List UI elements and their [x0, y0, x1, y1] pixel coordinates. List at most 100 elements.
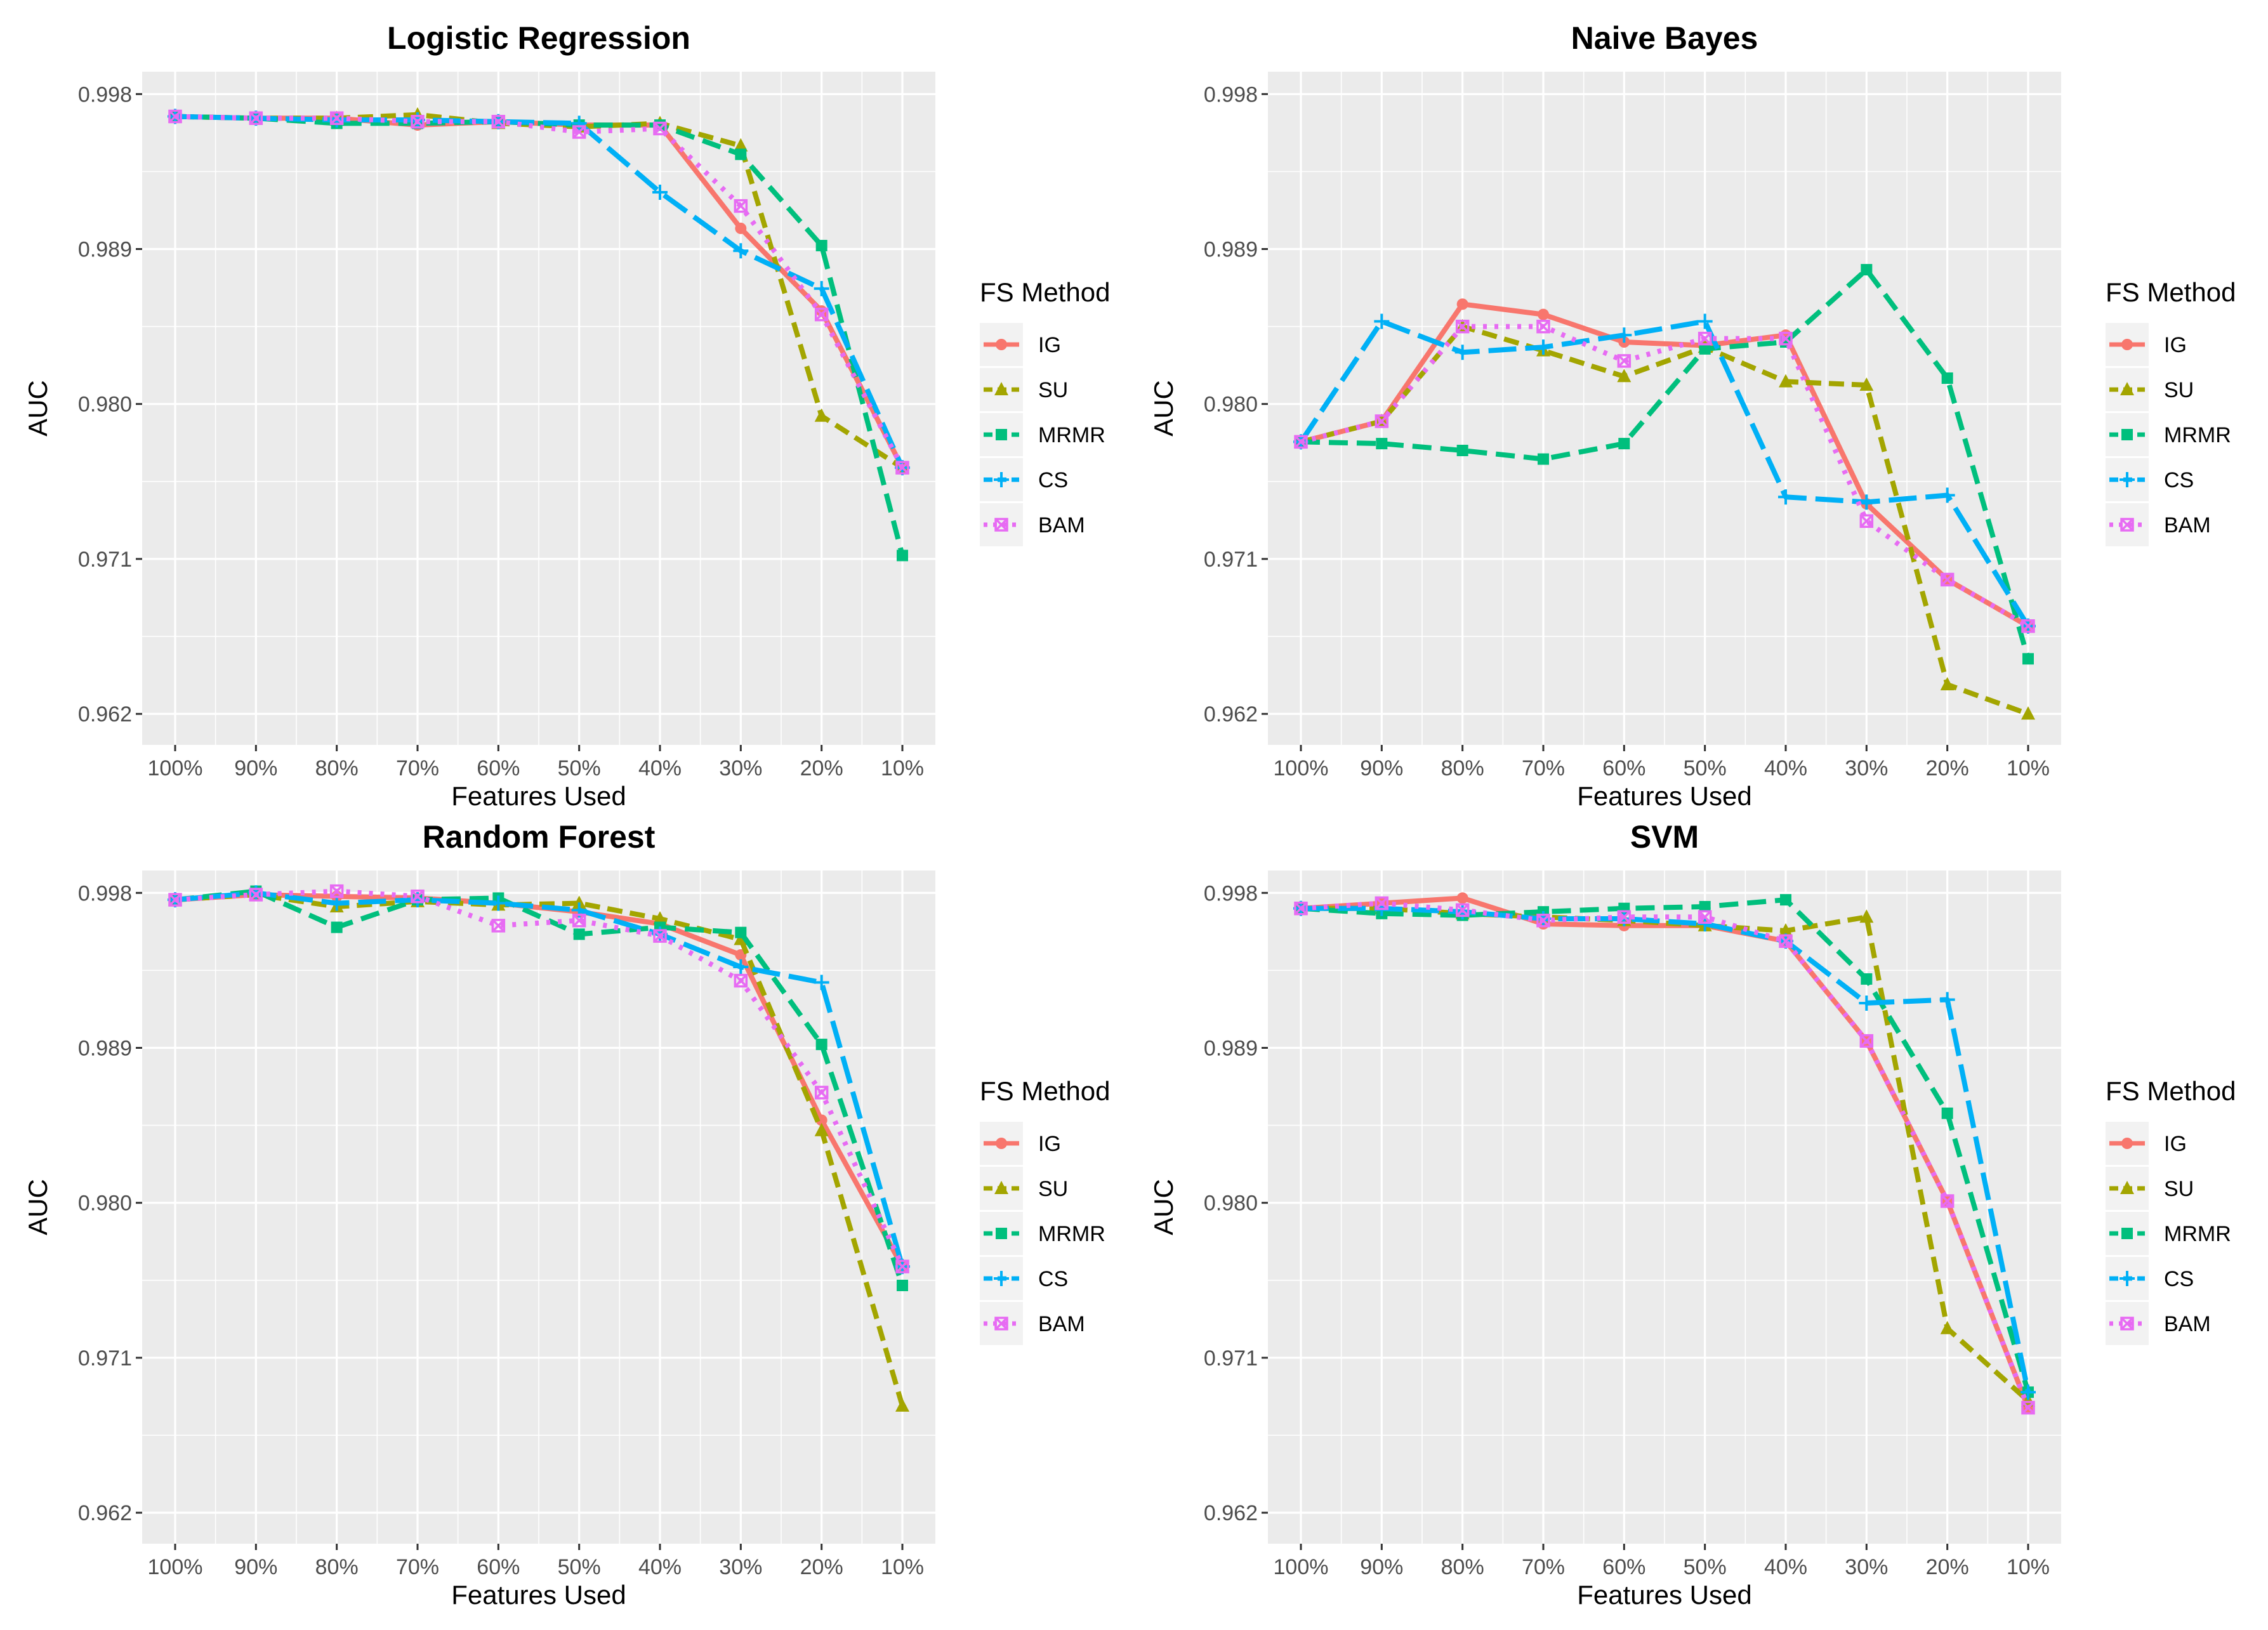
- x-tick-label: 10%: [2007, 756, 2050, 780]
- legend-label-bam: BAM: [2164, 1312, 2211, 1336]
- data-point-bam: [1455, 319, 1470, 334]
- y-tick-label: 0.998: [78, 881, 132, 905]
- data-point-bam: [249, 888, 263, 902]
- data-point-su: [814, 1122, 829, 1136]
- series-line-bam: [175, 888, 905, 1268]
- legend: FS Method IG SU MRMR CS BAM: [2106, 1076, 2236, 1345]
- legend-key-marker-cs: [994, 472, 1009, 487]
- data-point-mrmr: [1618, 438, 1630, 450]
- legend-label-bam: BAM: [1038, 513, 1085, 537]
- x-tick-label: 30%: [1845, 756, 1888, 780]
- data-point-su: [1617, 369, 1632, 383]
- x-tick-label: 90%: [1360, 1555, 1403, 1579]
- y-tick-label: 0.971: [1204, 548, 1258, 572]
- legend-label-ig: IG: [2164, 333, 2187, 357]
- legend-label-mrmr: MRMR: [1038, 1222, 1105, 1246]
- data-point-cs: [1697, 916, 1713, 932]
- x-tick-label: 20%: [800, 756, 843, 780]
- data-point-bam: [1294, 435, 1308, 449]
- data-point-bam: [1617, 910, 1632, 924]
- x-axis-title: Features Used: [451, 781, 626, 811]
- data-point-bam: [1375, 414, 1389, 428]
- legend-title: FS Method: [980, 1076, 1110, 1106]
- y-tick-label: 0.980: [1204, 1192, 1258, 1216]
- data-point-mrmr: [735, 148, 747, 161]
- x-tick-label: 100%: [1274, 756, 1329, 780]
- legend: FS Method IG SU MRMR CS BAM: [980, 277, 1110, 546]
- y-axis-title: AUC: [23, 380, 53, 437]
- series-group: [1293, 264, 2036, 720]
- data-point-bam: [249, 111, 263, 126]
- x-tick-label: 10%: [2007, 1555, 2050, 1579]
- series-line-cs: [1298, 319, 2031, 628]
- x-tick-label: 30%: [719, 756, 762, 780]
- legend-label-cs: CS: [2164, 468, 2194, 492]
- data-point-su: [653, 910, 667, 924]
- data-point-mrmr: [573, 928, 585, 940]
- data-point-ig: [1456, 298, 1468, 310]
- x-axis-title: Features Used: [1577, 1580, 1751, 1610]
- legend-label-mrmr: MRMR: [1038, 423, 1105, 447]
- data-point-bam: [814, 307, 829, 322]
- legend-label-su: SU: [1038, 378, 1068, 402]
- data-point-su: [572, 895, 586, 909]
- x-tick-label: 80%: [315, 756, 359, 780]
- y-tick-label: 0.989: [78, 1036, 132, 1060]
- data-point-cs: [329, 895, 345, 911]
- x-tick-label: 20%: [1926, 756, 1969, 780]
- legend-key-marker-mrmr: [2121, 1228, 2133, 1239]
- data-point-mrmr: [735, 926, 747, 938]
- y-axis-title: AUC: [1149, 380, 1178, 437]
- legend-key-marker-su: [994, 1181, 1008, 1194]
- legend-key-marker-cs: [994, 1271, 1009, 1286]
- data-point-bam: [1698, 331, 1712, 346]
- legend-title: FS Method: [2106, 277, 2236, 307]
- x-tick-label: 30%: [1845, 1555, 1888, 1579]
- legend-label-ig: IG: [1038, 1132, 1061, 1156]
- data-point-mrmr: [815, 1039, 827, 1051]
- y-tick-label: 0.989: [1204, 237, 1258, 261]
- data-point-cs: [814, 280, 829, 296]
- y-tick-label: 0.998: [1204, 82, 1258, 107]
- series-line-bam: [175, 114, 905, 469]
- series-group: [1293, 892, 2036, 1415]
- x-tick-label: 90%: [234, 756, 277, 780]
- data-point-su: [1940, 677, 1955, 691]
- x-tick-label: 50%: [558, 756, 601, 780]
- data-point-ig: [1456, 892, 1468, 904]
- series-line-cs: [1301, 905, 2031, 1393]
- x-tick-label: 80%: [315, 1555, 359, 1579]
- data-point-cs: [1536, 339, 1551, 355]
- data-point-su: [1859, 377, 1874, 391]
- data-point-bam: [1294, 901, 1308, 916]
- x-tick-label: 50%: [1684, 756, 1727, 780]
- data-point-cs: [1939, 487, 1955, 503]
- data-point-ig: [1538, 308, 1549, 320]
- x-tick-label: 30%: [719, 1555, 762, 1579]
- data-point-bam: [1940, 572, 1955, 587]
- legend-label-ig: IG: [1038, 333, 1061, 357]
- data-point-bam: [1455, 903, 1470, 917]
- x-tick-label: 80%: [1441, 756, 1484, 780]
- series-line-ig: [1300, 895, 2031, 1409]
- legend-key-marker-su: [994, 382, 1008, 395]
- series-line-mrmr: [1300, 897, 2031, 1393]
- data-point-su: [734, 931, 748, 945]
- legend-label-su: SU: [2164, 378, 2194, 402]
- x-tick-label: 10%: [881, 756, 924, 780]
- x-tick-label: 50%: [1684, 1555, 1727, 1579]
- legend-key-marker-cs: [2120, 472, 2135, 487]
- x-tick-label: 60%: [1602, 756, 1645, 780]
- legend-key-marker-ig: [996, 339, 1007, 350]
- data-point-cs: [1374, 313, 1390, 329]
- data-point-mrmr: [1861, 973, 1873, 985]
- y-tick-label: 0.962: [1204, 702, 1258, 726]
- chart-panel-1: 0.998 0.989 0.980 0.971 0.962 100% 90% 80% 70% 60…: [23, 20, 1110, 811]
- series-group: [168, 884, 910, 1412]
- x-tick-label: 50%: [558, 1555, 601, 1579]
- y-tick-label: 0.962: [78, 1501, 132, 1525]
- y-tick-label: 0.971: [78, 1346, 132, 1370]
- legend-key-marker-ig: [996, 1138, 1007, 1149]
- series-group: [168, 107, 910, 562]
